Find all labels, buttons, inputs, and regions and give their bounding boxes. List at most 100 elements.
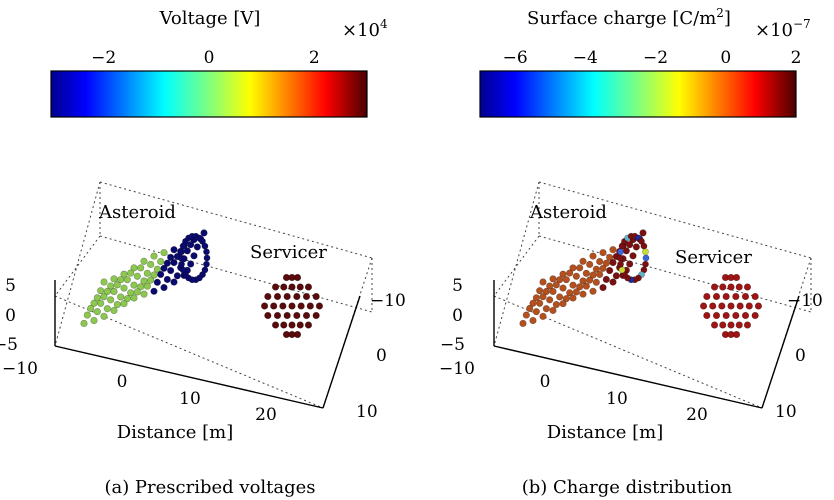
- svg-text:20: 20: [255, 405, 277, 425]
- servicer-point: [732, 330, 741, 339]
- colorbar-tick-label: −2: [643, 48, 668, 68]
- asteroid-point: [103, 287, 111, 296]
- asteroid-point: [606, 266, 614, 275]
- asteroid-point: [157, 257, 165, 266]
- asteroid-point: [617, 260, 624, 268]
- asteroid-point: [120, 270, 128, 278]
- asteroid-point: [170, 278, 178, 286]
- servicer-point: [312, 292, 320, 301]
- asteroid-point: [542, 305, 550, 313]
- servicer-point: [293, 330, 302, 339]
- x-axis-label: Distance [m]: [117, 422, 234, 443]
- asteroid-point: [626, 260, 634, 268]
- servicer-point: [302, 311, 311, 320]
- asteroid-point: [556, 293, 564, 301]
- colorbar-tick-label: 0: [204, 48, 215, 68]
- asteroid-point: [599, 283, 607, 292]
- servicer-point: [709, 302, 717, 310]
- svg-text:−5: −5: [0, 335, 18, 355]
- axes-box: [54, 181, 373, 409]
- servicer-point: [712, 292, 721, 301]
- svg-text:−10: −10: [2, 359, 38, 379]
- svg-text:0: 0: [795, 346, 806, 366]
- asteroid-point: [113, 281, 121, 289]
- asteroid-point: [127, 269, 135, 277]
- asteroid-point: [107, 296, 115, 304]
- colorbar-ticks: −6 −4 −2 0 2: [503, 48, 802, 68]
- y-axis-ticks: −10 0 10: [775, 291, 823, 422]
- axes-grid-line: [493, 235, 540, 297]
- asteroid-point: [579, 290, 587, 298]
- svg-text:10: 10: [356, 402, 378, 422]
- asteroid-point: [160, 283, 168, 292]
- servicer-point: [271, 321, 280, 329]
- colorbar-multiplier: ×104: [342, 17, 388, 41]
- asteroid-point: [113, 300, 121, 309]
- asteroid-point: [642, 254, 650, 262]
- servicer-point: [732, 311, 740, 320]
- asteroid-point: [616, 254, 624, 262]
- servicer-point: [699, 302, 708, 310]
- servicer-point: [304, 321, 313, 329]
- asteroid-point: [542, 287, 550, 296]
- axes-grid-line: [538, 235, 812, 313]
- servicer-point: [297, 302, 305, 310]
- axes-grid-line: [54, 295, 324, 409]
- z-axis-ticks: 5 0 −5: [440, 276, 465, 355]
- servicer-point: [283, 311, 291, 320]
- asteroid-point: [549, 287, 557, 296]
- asteroid-point: [140, 290, 148, 298]
- svg-text:−5: −5: [440, 335, 465, 355]
- asteroid-point: [140, 277, 148, 285]
- colorbar-title: Surface charge [C/m2]: [527, 6, 731, 29]
- asteroid-point: [147, 260, 155, 269]
- asteroid-point: [579, 277, 587, 285]
- asteroid-point: [539, 278, 547, 286]
- servicer-label: Servicer: [250, 242, 327, 263]
- servicer-point: [754, 302, 763, 310]
- asteroid-point: [150, 271, 158, 279]
- z-axis-ticks: 5 0 −5: [0, 276, 18, 355]
- servicer-point: [270, 302, 278, 310]
- servicer-point: [264, 311, 272, 320]
- asteroid-point: [586, 276, 594, 284]
- axes-grid-line: [538, 181, 812, 259]
- asteroid-point: [117, 276, 125, 284]
- x-axis-ticks: −10 0 10 20: [439, 359, 708, 425]
- asteroid-point: [170, 246, 178, 254]
- servicer-point: [732, 292, 740, 301]
- asteroid-point: [201, 242, 209, 250]
- asteroid-point: [203, 248, 210, 256]
- servicer-point: [302, 292, 311, 301]
- asteroid-point: [200, 229, 208, 237]
- asteroid-point: [539, 293, 547, 301]
- servicer-point: [293, 292, 301, 301]
- asteroid-point: [137, 264, 145, 272]
- svg-text:0: 0: [376, 346, 387, 366]
- asteroid-point: [519, 319, 527, 328]
- colorbar-tick-label: 0: [720, 48, 731, 68]
- asteroid-point: [117, 293, 125, 301]
- asteroid-point: [592, 278, 600, 286]
- asteroid-point: [203, 254, 211, 262]
- servicer-point: [273, 311, 282, 320]
- asteroid-point: [90, 316, 98, 325]
- asteroid-point: [589, 287, 597, 295]
- asteroid-point: [592, 265, 600, 273]
- asteroid-point: [566, 289, 574, 297]
- asteroid-point: [127, 289, 135, 297]
- servicer-point: [735, 283, 743, 291]
- servicer-point: [732, 273, 741, 282]
- asteroid-point: [582, 282, 590, 290]
- asteroid-point: [596, 270, 604, 279]
- asteroid-point: [147, 276, 155, 284]
- servicer-point: [722, 311, 730, 320]
- servicer-point: [703, 292, 711, 301]
- servicer-point: [280, 321, 288, 329]
- asteroid-point: [100, 293, 108, 301]
- colorbar-title: Voltage [V]: [159, 8, 261, 29]
- asteroid-point: [160, 264, 168, 272]
- asteroid-point: [599, 264, 607, 272]
- asteroid-point: [177, 254, 185, 262]
- asteroid-label: Asteroid: [529, 202, 607, 223]
